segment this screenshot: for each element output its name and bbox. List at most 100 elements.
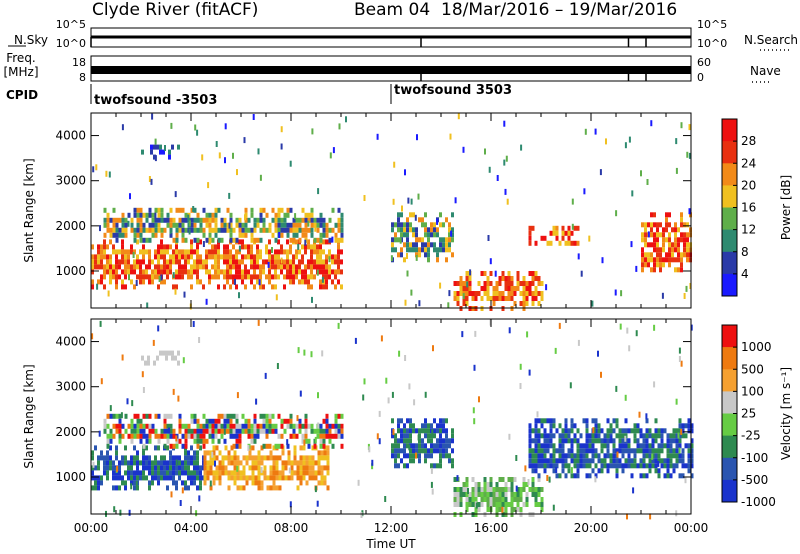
power-scatter-cell xyxy=(328,256,331,263)
power-cell xyxy=(448,242,451,248)
power-cell xyxy=(433,247,436,253)
vel-scatter-cell xyxy=(385,377,388,384)
vel-cell xyxy=(495,492,499,497)
vel-cell xyxy=(456,492,460,497)
power-cell xyxy=(112,227,116,233)
power-scatter-cell xyxy=(207,182,210,189)
vel-cell xyxy=(206,460,210,466)
power-cell xyxy=(289,237,293,243)
power-cell xyxy=(157,217,161,223)
power-cell xyxy=(498,296,502,301)
vel-cell xyxy=(522,502,526,507)
vel-cell xyxy=(326,485,330,491)
vel-cell xyxy=(206,450,210,456)
vel-cell xyxy=(424,423,427,429)
vel-cell xyxy=(145,455,148,461)
power-cell xyxy=(528,291,532,296)
vel-cell xyxy=(148,465,151,471)
vel-cell xyxy=(313,443,317,449)
power-cell xyxy=(268,222,272,228)
vel-cell xyxy=(409,428,412,434)
power-cell xyxy=(136,232,140,238)
power-cell xyxy=(268,274,271,280)
power-cell xyxy=(199,227,203,233)
power-cell xyxy=(322,284,325,290)
power-cell xyxy=(409,247,412,253)
vel-cell xyxy=(453,492,457,497)
power-cell xyxy=(477,291,481,296)
power-cell xyxy=(289,259,292,265)
power-cell xyxy=(564,230,568,236)
power-scatter-cell xyxy=(450,230,453,237)
power-cell xyxy=(462,286,466,291)
power-cell xyxy=(160,217,164,223)
power-cell xyxy=(650,227,653,233)
vel-cell xyxy=(109,455,112,461)
vel-cell xyxy=(687,453,691,459)
power-cell xyxy=(178,222,182,228)
vel-cell xyxy=(570,473,574,479)
vel-cell xyxy=(154,465,157,471)
vel-cell xyxy=(323,450,327,456)
vel-cell xyxy=(172,433,176,439)
vel-cell xyxy=(591,458,595,464)
power-cell xyxy=(504,286,508,291)
vel-cell xyxy=(265,413,269,419)
vel-cell xyxy=(106,455,109,461)
power-cell xyxy=(106,227,110,233)
vel-cell xyxy=(91,450,94,456)
power-cell xyxy=(674,232,677,238)
power-cell xyxy=(280,217,284,223)
power-scatter-cell xyxy=(631,190,634,197)
power-cell xyxy=(442,242,445,248)
vel-scatter-cell xyxy=(408,444,411,451)
power-cell xyxy=(319,259,322,265)
vel-scatter-cell xyxy=(357,479,360,486)
vel-cell xyxy=(322,428,326,434)
power-cell xyxy=(229,264,232,270)
power-cell xyxy=(103,207,107,213)
vel-cell xyxy=(148,485,151,491)
vel-cell xyxy=(254,455,258,461)
power-cell xyxy=(489,281,493,286)
vel-cell xyxy=(534,468,538,474)
vel-cell xyxy=(459,497,463,502)
power-scatter-cell xyxy=(520,144,523,151)
y-tick-label: 3000 xyxy=(55,174,86,188)
power-scatter-cell xyxy=(469,269,472,276)
power-cell xyxy=(644,227,647,233)
power-cell xyxy=(208,222,212,228)
power-cell xyxy=(142,227,146,233)
power-cell xyxy=(430,227,433,233)
vel-cell xyxy=(681,463,685,469)
vel-scatter-cell xyxy=(626,513,628,520)
vel-cell xyxy=(112,465,115,471)
power-cell xyxy=(641,257,644,263)
power-cell xyxy=(139,227,143,233)
vel-cell xyxy=(320,470,324,476)
vel-cell xyxy=(418,453,421,459)
vel-cell xyxy=(178,428,182,434)
vel-cell xyxy=(224,470,228,476)
vel-cell xyxy=(642,473,646,479)
vel-cell xyxy=(501,492,505,497)
vel-cell xyxy=(534,423,538,429)
vel-cell xyxy=(684,443,688,449)
vel-cell xyxy=(317,465,321,471)
power-cell xyxy=(424,227,427,233)
vel-cell xyxy=(654,418,658,424)
vel-cell xyxy=(642,433,646,439)
power-cell xyxy=(253,264,256,270)
vel-cell xyxy=(217,428,221,434)
vel-cell xyxy=(681,453,685,459)
vel-cell xyxy=(148,438,152,444)
vel-cell xyxy=(172,480,175,486)
vel-cell xyxy=(439,443,442,449)
power-cell xyxy=(289,274,292,280)
vel-cell xyxy=(418,438,421,444)
vel-cell xyxy=(552,453,556,459)
vel-scatter-cell xyxy=(616,451,619,458)
power-cell xyxy=(271,254,274,260)
vel-cell xyxy=(669,453,673,459)
vel-cell xyxy=(552,468,556,474)
